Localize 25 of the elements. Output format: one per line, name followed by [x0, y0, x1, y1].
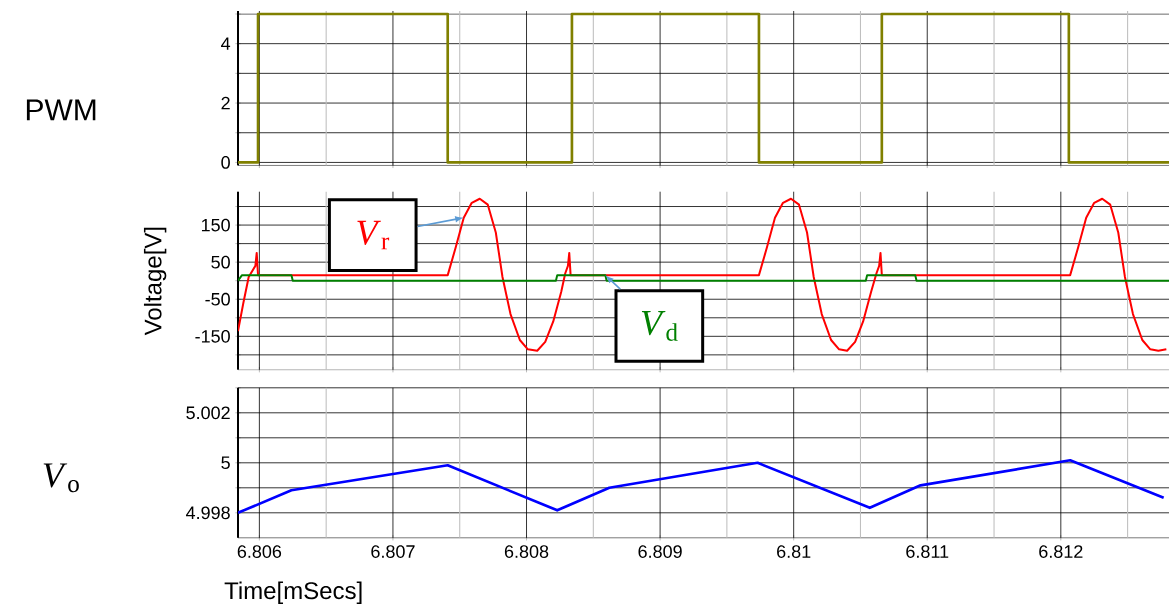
annotation: V$_{r}$ [357, 220, 390, 250]
y-tick-label: 2 [221, 96, 230, 110]
y-tick-label: 4 [221, 37, 231, 50]
y-axis-title: V$_{o}$ [43, 463, 79, 493]
y-tick-label: 50 [211, 255, 230, 269]
y-tick-label: -50 [205, 292, 230, 306]
y-tick-label: 150 [201, 218, 230, 232]
y-axis-title: Voltage[V] [143, 227, 167, 336]
x-tick-label: 6.807 [371, 545, 415, 558]
x-tick-label: 6.81 [777, 545, 811, 558]
y-tick-label: 4.998 [186, 506, 230, 520]
y-axis-title: PWM [26, 99, 96, 121]
x-tick-label: 6.809 [638, 545, 682, 558]
line-series [238, 458, 1166, 515]
x-axis-title: Time[mSecs] [224, 581, 362, 604]
y-tick-label: 5.002 [186, 406, 230, 420]
x-tick-label: 6.806 [237, 545, 282, 558]
y-tick-label: 5 [221, 456, 230, 470]
annotation: V$_{d}$ [641, 311, 678, 341]
y-tick-label: 0 [221, 156, 230, 169]
x-tick-label: 6.812 [1039, 545, 1083, 558]
y-tick-label: -150 [195, 329, 230, 343]
line-series [238, 197, 1168, 352]
x-tick-label: 6.811 [906, 545, 949, 558]
x-tick-label: 6.808 [504, 545, 549, 558]
